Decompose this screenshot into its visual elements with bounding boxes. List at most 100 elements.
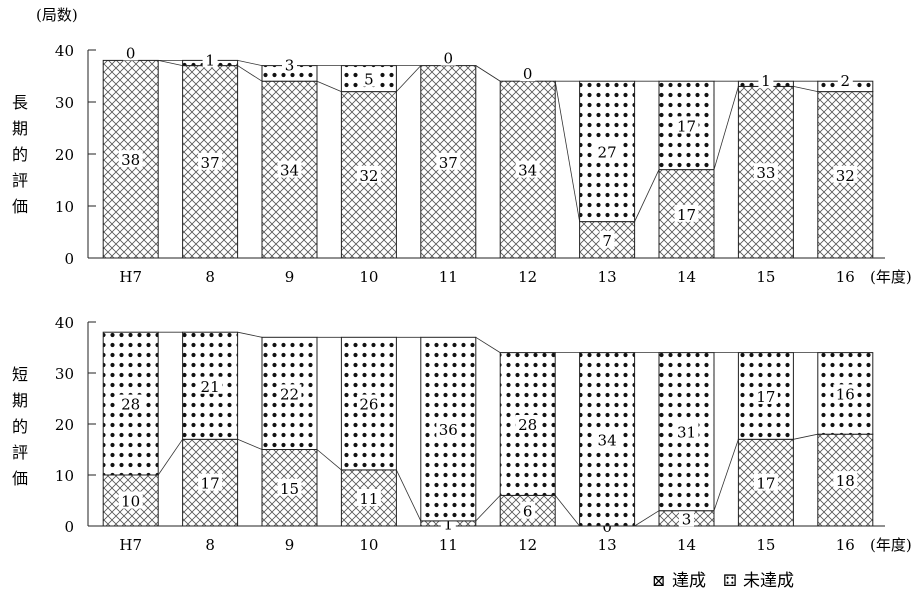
data-label-backdrop [833,165,858,183]
data-label-backdrop [599,230,615,248]
data-label-achieved: 37 [439,154,458,172]
data-label-not-achieved: 26 [359,396,378,414]
data-label-not-achieved: 31 [677,424,696,442]
achieved-connector-line [634,510,660,527]
data-label-not-achieved: 3 [285,57,295,75]
data-label-achieved: 34 [280,162,299,180]
x-tick-label: 11 [439,268,458,286]
data-label-not-achieved: 36 [439,421,458,439]
data-label-not-achieved: 0 [523,65,533,83]
data-label-backdrop [595,142,620,160]
data-label-backdrop [833,471,858,489]
x-tick-label: 12 [518,268,537,286]
data-label-backdrop [198,152,223,170]
achieved-connector-line [634,169,660,222]
chart-legend: ⊠ 達成 ⚃ 未達成 [652,571,794,591]
data-label-achieved: 32 [359,167,378,185]
x-tick-label: 16 [836,268,855,286]
data-label-backdrop [356,488,381,506]
y-tick-label: 20 [55,416,74,434]
x-tick-label: 15 [756,268,775,286]
data-label-backdrop [361,69,377,87]
achieved-connector-line [554,495,580,527]
data-label-backdrop [515,415,540,432]
data-label-backdrop [123,43,139,61]
achieved-connector-line [237,438,263,450]
legend-label-achieved: 達成 [672,571,706,590]
data-label-achieved: 37 [201,154,220,172]
data-label-achieved: 3 [682,510,692,528]
data-label-backdrop [356,165,381,183]
y-tick-label: 10 [55,467,74,485]
achieved-connector-line [316,449,342,471]
x-tick-label: 14 [677,536,696,554]
data-label-achieved: 17 [201,475,220,493]
y-tick-label: 20 [55,146,74,164]
x-tick-label: 8 [205,536,215,554]
x-tick-label: 9 [285,536,295,554]
x-tick-label: 13 [598,536,617,554]
data-label-not-achieved: 1 [205,51,215,69]
data-label-backdrop [674,204,699,222]
y-axis-label: 長期的評価 [12,93,28,216]
x-tick-label: 10 [359,268,378,286]
data-label-achieved: 1 [444,515,454,533]
y-tick-label: 40 [55,42,74,60]
chart-short-term: 0102030401028H71721815229112610136116281… [12,314,912,554]
x-tick-label: 14 [677,268,696,286]
x-tick-label: 12 [518,536,537,554]
achieved-connector-line [713,86,739,170]
data-label-backdrop [440,48,456,66]
total-connector-line [475,336,501,353]
legend-label-not-achieved: 未達成 [743,571,794,590]
data-label-not-achieved: 28 [121,396,140,414]
data-label-backdrop [833,384,858,402]
data-label-not-achieved: 34 [598,431,617,449]
achieved-connector-line [554,81,580,222]
data-label-not-achieved: 1 [761,72,771,90]
data-label-achieved: 7 [602,232,612,250]
data-label-backdrop [758,71,774,89]
data-label-backdrop [515,160,540,178]
data-label-not-achieved: 0 [126,44,136,62]
data-label-backdrop [595,430,620,448]
data-label-backdrop [753,163,778,181]
achieved-connector-line [316,80,342,92]
legend-symbol-not-achieved: ⚃ [723,571,737,590]
data-label-achieved: 11 [359,490,378,508]
data-label-achieved: 10 [121,493,140,511]
y-axis-label: 短期的評価 [12,365,28,488]
legend-symbol-achieved: ⊠ [652,571,665,590]
total-connector-line [237,60,263,66]
data-label-backdrop [520,64,536,82]
achieved-connector-line [793,86,818,92]
data-label-not-achieved: 27 [598,143,617,161]
data-label-backdrop [118,150,143,168]
y-unit-label: (局数) [36,6,78,24]
x-axis-unit-label: (年度) [870,268,912,286]
x-tick-label: 16 [836,536,855,554]
x-tick-label: H7 [119,536,142,554]
x-tick-label: 9 [285,268,295,286]
data-label-backdrop [753,473,778,491]
data-label-not-achieved: 0 [444,50,454,68]
data-label-backdrop [277,384,302,402]
data-label-backdrop [436,152,461,170]
data-label-not-achieved: 28 [518,416,537,434]
data-label-not-achieved: 21 [201,378,220,396]
data-label-backdrop [837,71,853,89]
total-connector-line [475,65,501,82]
data-label-backdrop [520,501,536,519]
achieved-connector-line [396,65,422,92]
data-label-achieved: 17 [677,206,696,224]
data-label-backdrop [674,422,699,440]
y-tick-label: 0 [64,250,74,268]
data-label-not-achieved: 22 [280,385,299,403]
data-label-not-achieved: 16 [836,385,855,403]
x-tick-label: 11 [439,536,458,554]
data-label-achieved: 0 [602,518,612,536]
data-label-backdrop [202,50,218,68]
y-tick-label: 0 [64,518,74,536]
achieved-connector-line [157,439,183,476]
